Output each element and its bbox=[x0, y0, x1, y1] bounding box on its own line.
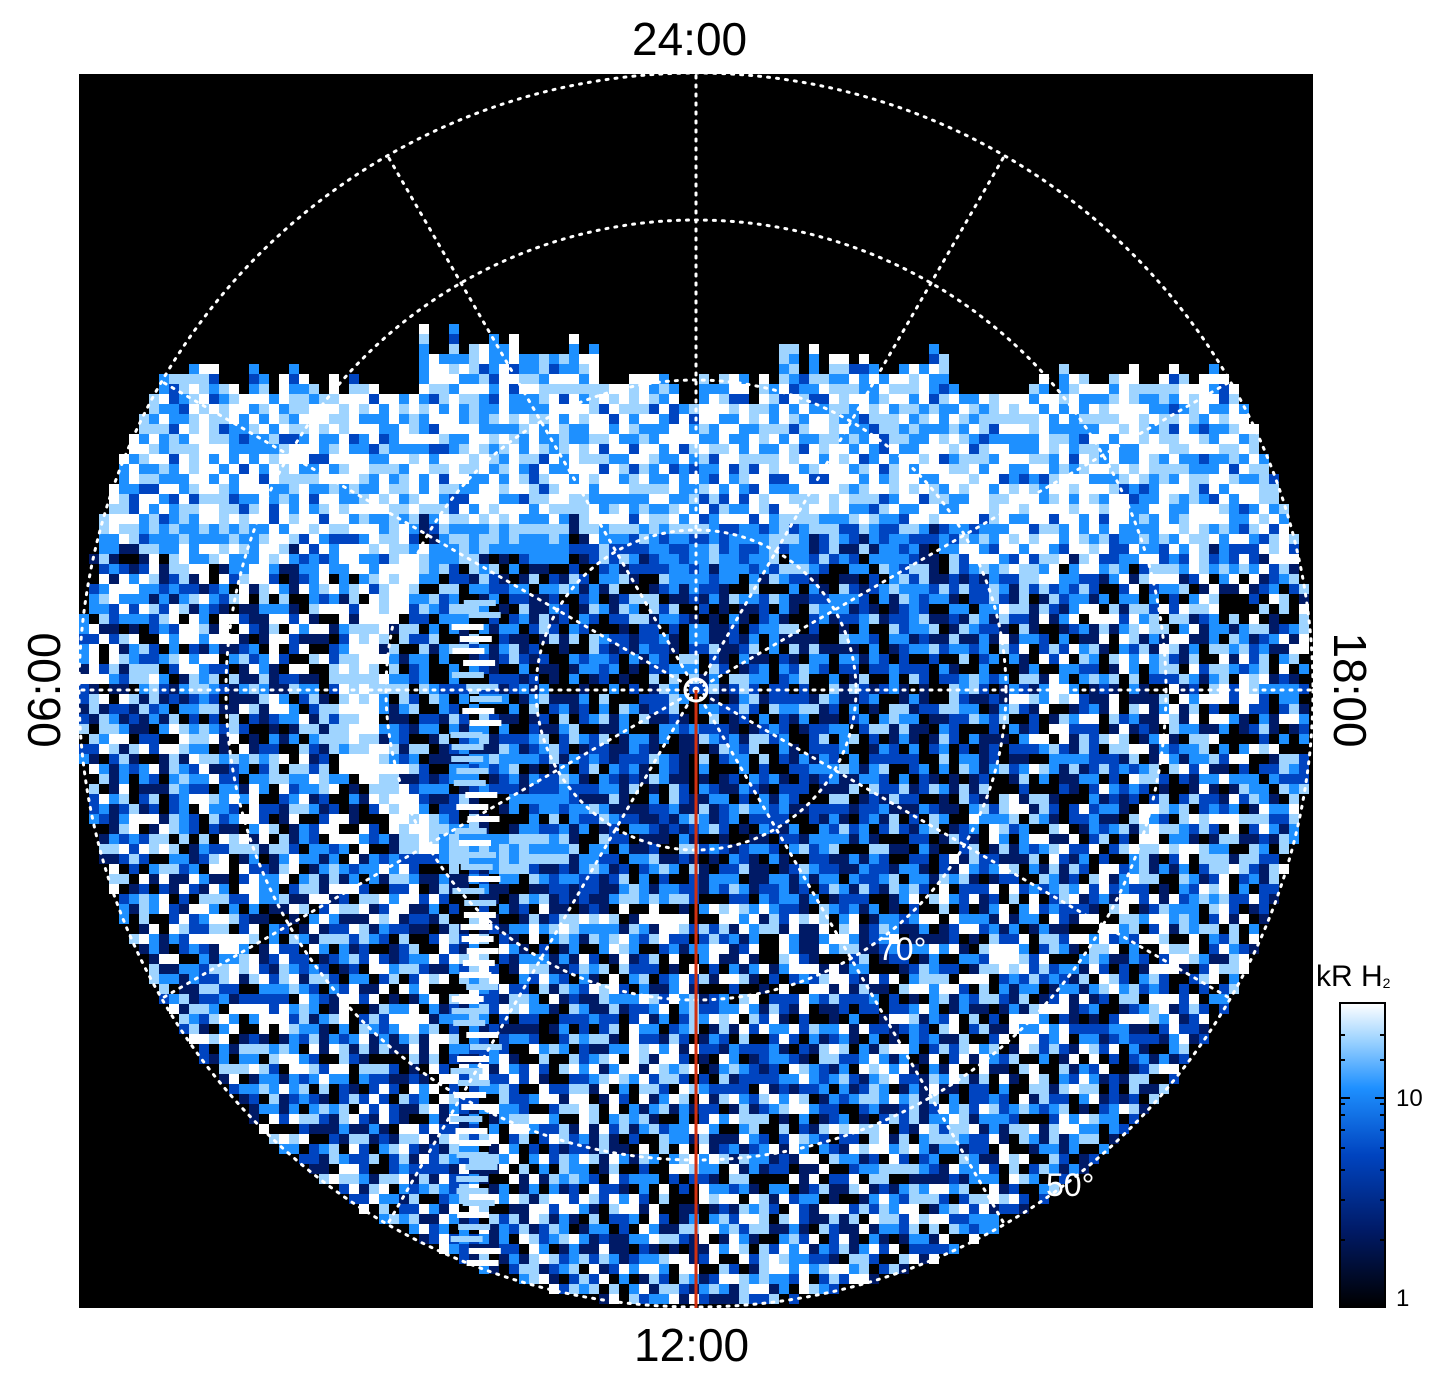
colorbar-title: kR H2 bbox=[1316, 960, 1390, 994]
colorbar bbox=[1340, 1003, 1385, 1307]
colorbar-tick-1: 1 bbox=[1396, 1285, 1409, 1313]
local-time-label-midnight: 24:00 bbox=[632, 16, 747, 62]
colorbar-title-main: kR H bbox=[1316, 960, 1383, 993]
latitude-label-50: 50° bbox=[1046, 1167, 1094, 1203]
local-time-label-dawn: 06:00 bbox=[21, 620, 67, 760]
local-time-label-dusk: 18:00 bbox=[1327, 620, 1373, 760]
latitude-label-70: 70° bbox=[878, 931, 926, 967]
colorbar-tick-10: 10 bbox=[1396, 1085, 1423, 1113]
local-time-label-noon: 12:00 bbox=[634, 1322, 749, 1368]
colorbar-title-subscript: 2 bbox=[1383, 975, 1391, 991]
